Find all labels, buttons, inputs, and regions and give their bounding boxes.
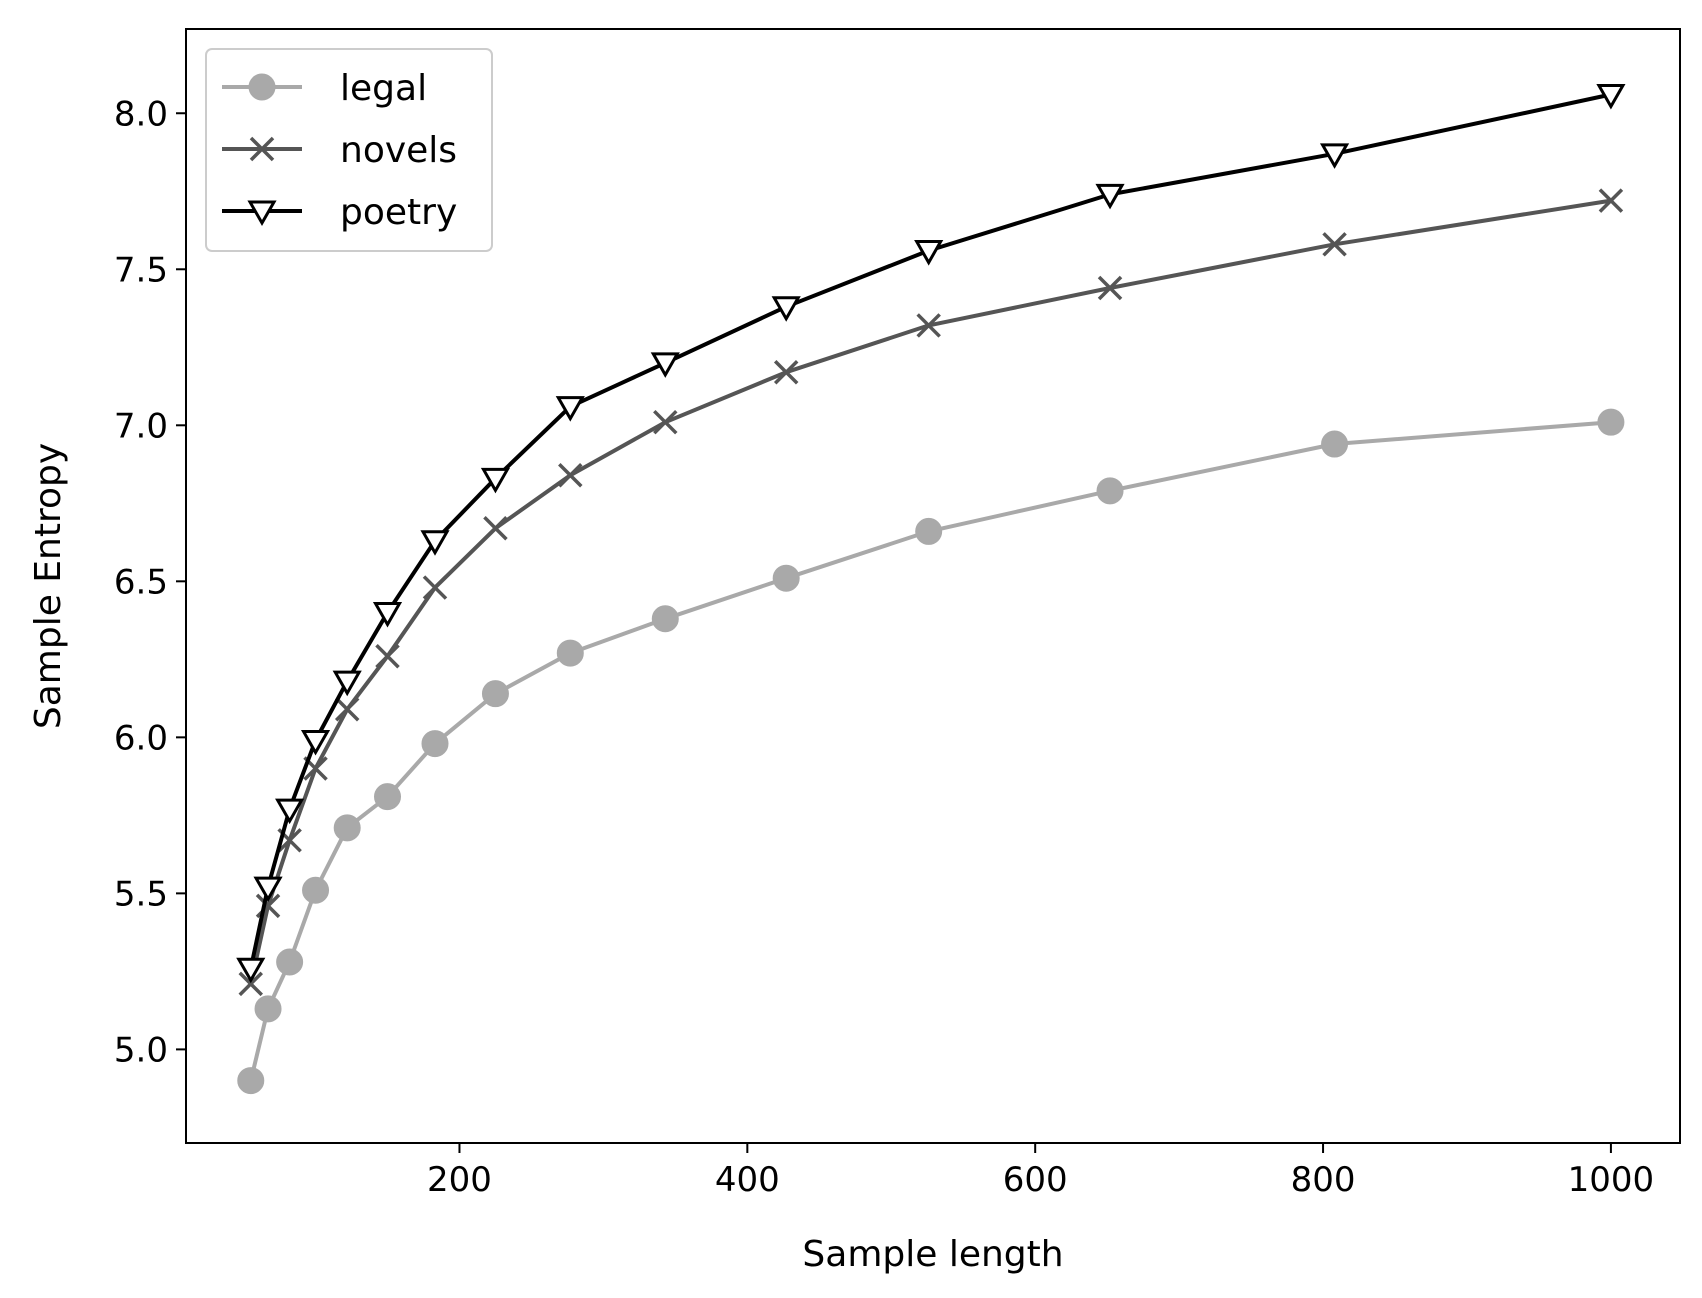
x-axis: 200 400 600 800 1000 [427, 1143, 1654, 1200]
data-point-legal [772, 564, 800, 592]
series-layer [236, 84, 1626, 1095]
data-point-legal [651, 605, 679, 633]
data-point-novels [238, 971, 264, 997]
data-point-legal [276, 948, 304, 976]
legend-item-poetry: poetry [222, 192, 457, 233]
series-poetry [236, 84, 1626, 984]
data-point-poetry [555, 396, 585, 422]
data-point-novels [916, 313, 941, 338]
data-point-novels [773, 360, 799, 385]
data-point-novels [483, 516, 508, 541]
legend: legal novels poetry [205, 48, 493, 252]
data-point-legal [556, 639, 584, 667]
y-tick-label: 7.0 [114, 406, 168, 446]
data-point-novels [422, 575, 448, 600]
data-point-poetry [1596, 84, 1626, 110]
data-point-legal [333, 814, 361, 842]
data-point-poetry [253, 876, 283, 903]
data-point-novels [334, 697, 360, 722]
data-point-poetry [1319, 143, 1350, 169]
data-point-poetry [771, 296, 801, 322]
legend-box [205, 48, 493, 252]
series-legal [237, 408, 1625, 1095]
data-point-legal [302, 876, 330, 904]
data-point-poetry [420, 530, 450, 556]
data-point-novels [1598, 188, 1624, 213]
data-point-legal [237, 1067, 265, 1095]
legend-item-legal: legal [222, 68, 427, 109]
x-tick-label: 1000 [1568, 1160, 1655, 1200]
legend-item-novels: novels [222, 130, 457, 171]
x-tick-label: 800 [1291, 1160, 1356, 1200]
data-point-legal [1096, 477, 1124, 505]
legend-label: novels [340, 130, 457, 171]
legend-label: legal [340, 68, 427, 109]
y-axis: 5.0 5.5 6.0 6.5 7.0 7.5 8.0 [114, 94, 186, 1070]
data-point-legal [915, 517, 943, 545]
x-axis-label: Sample length [802, 1234, 1063, 1275]
data-point-poetry [1095, 183, 1125, 210]
data-point-legal [481, 680, 509, 708]
data-point-legal [374, 783, 402, 811]
data-point-poetry [914, 240, 944, 266]
data-point-novels [1322, 232, 1347, 257]
data-point-legal [421, 730, 449, 758]
data-point-legal [1321, 430, 1349, 458]
data-point-poetry [480, 467, 511, 494]
series-novels [238, 188, 1624, 997]
y-tick-label: 5.0 [114, 1030, 168, 1070]
x-tick-label: 400 [715, 1160, 780, 1200]
y-tick-label: 5.5 [114, 874, 168, 914]
y-tick-label: 7.5 [114, 250, 168, 290]
y-tick-label: 6.0 [114, 718, 168, 758]
data-point-poetry [275, 798, 305, 825]
data-point-legal [1597, 408, 1625, 436]
data-point-legal [254, 995, 282, 1023]
y-axis-label: Sample Entropy [28, 443, 69, 729]
x-tick-label: 200 [427, 1160, 492, 1200]
legend-swatch-marker [249, 136, 275, 162]
plot-frame [185, 28, 1681, 1144]
data-point-poetry [236, 957, 266, 984]
legend-label: poetry [340, 192, 457, 233]
data-point-poetry [650, 352, 680, 378]
y-tick-label: 6.5 [114, 562, 168, 602]
data-point-poetry [300, 729, 331, 756]
data-point-poetry [372, 602, 403, 628]
data-point-novels [1097, 275, 1123, 301]
data-point-poetry [332, 670, 362, 697]
data-point-novels [653, 409, 678, 435]
y-tick-label: 8.0 [114, 94, 168, 134]
legend-swatch-marker [248, 73, 276, 101]
data-point-novels [558, 462, 583, 488]
x-tick-label: 600 [1003, 1160, 1068, 1200]
legend-swatch-marker [247, 200, 277, 227]
data-point-novels [375, 643, 400, 669]
